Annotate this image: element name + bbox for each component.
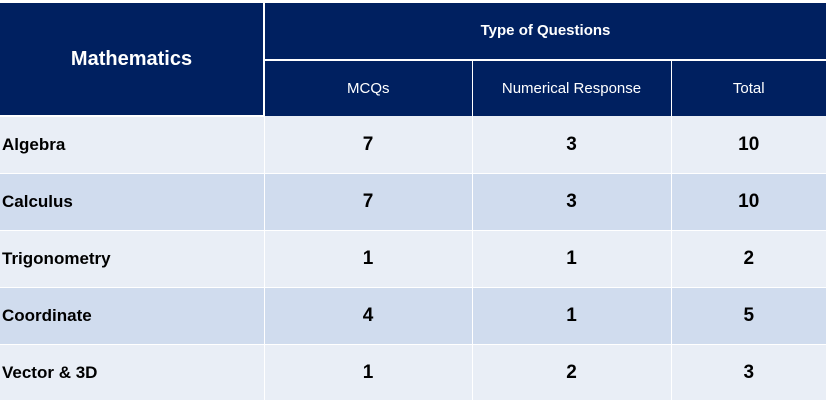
table-row-algebra: Algebra 7 3 10 — [0, 116, 826, 174]
cell-mcqs-count: 1 — [264, 230, 473, 288]
column-header-total: Total — [671, 59, 826, 116]
cell-numerical-count: 1 — [472, 230, 672, 288]
table-row-trigonometry: Trigonometry 1 1 2 — [0, 230, 826, 288]
table-header: Mathematics Type of Questions MCQs Numer… — [0, 3, 826, 117]
cell-numerical-count: 3 — [472, 116, 672, 174]
row-topic-label: Coordinate — [0, 287, 265, 345]
table-row-coordinate: Coordinate 4 1 5 — [0, 287, 826, 345]
cell-total-count: 2 — [671, 230, 826, 288]
question-type-group-header: Type of Questions — [264, 3, 826, 61]
cell-numerical-count: 2 — [472, 344, 672, 400]
cell-numerical-count: 3 — [472, 173, 672, 231]
table-row-vector-3d: Vector & 3D 1 2 3 — [0, 344, 826, 400]
question-distribution-table: Mathematics Type of Questions MCQs Numer… — [0, 3, 826, 400]
cell-total-count: 10 — [671, 173, 826, 231]
cell-numerical-count: 1 — [472, 287, 672, 345]
cell-total-count: 5 — [671, 287, 826, 345]
row-topic-label: Trigonometry — [0, 230, 265, 288]
subject-header-cell: Mathematics — [0, 3, 265, 117]
table-row-calculus: Calculus 7 3 10 — [0, 173, 826, 231]
cell-total-count: 3 — [671, 344, 826, 400]
cell-mcqs-count: 1 — [264, 344, 473, 400]
row-topic-label: Vector & 3D — [0, 344, 265, 400]
column-header-numerical-response: Numerical Response — [472, 59, 672, 116]
row-topic-label: Algebra — [0, 116, 265, 174]
cell-total-count: 10 — [671, 116, 826, 174]
column-header-mcqs: MCQs — [264, 59, 473, 116]
cell-mcqs-count: 4 — [264, 287, 473, 345]
cell-mcqs-count: 7 — [264, 173, 473, 231]
cell-mcqs-count: 7 — [264, 116, 473, 174]
row-topic-label: Calculus — [0, 173, 265, 231]
table-body: Algebra 7 3 10 Calculus 7 3 10 Trigonome… — [0, 116, 826, 400]
